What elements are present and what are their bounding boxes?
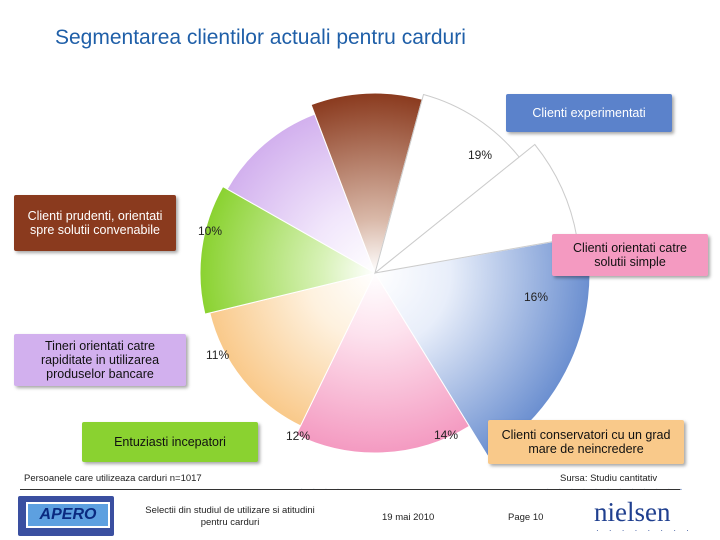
pct-experimentati: 19% bbox=[468, 148, 493, 162]
slice-tineri bbox=[226, 113, 376, 275]
label-experimentati: Clienti experimentati bbox=[506, 94, 672, 132]
slice-prudenti bbox=[310, 92, 423, 275]
pct-prudenti: 10% bbox=[198, 224, 223, 238]
pct-solutii-simple: 16% bbox=[524, 290, 549, 304]
label-tineri: Tineri orientati catre rapiditate in uti… bbox=[14, 334, 186, 386]
label-conservatori: Clienti conservatori cu un grad mare de … bbox=[488, 420, 684, 464]
nielsen-logo-dots: · · · · · · · · bbox=[596, 526, 693, 535]
slice-blank-1 bbox=[374, 93, 520, 275]
base-note: Persoanele care utilizeaza carduri n=101… bbox=[24, 473, 202, 484]
pie-chart bbox=[199, 92, 591, 457]
source-note: Sursa: Studiu cantitativ bbox=[560, 473, 658, 484]
pct-tineri: 11% bbox=[206, 348, 230, 362]
label-entuziasti: Entuziasti incepatori bbox=[82, 422, 258, 462]
slice-entuziasti bbox=[199, 185, 377, 315]
label-prudenti-text: Clienti prudenti, orientati spre solutii… bbox=[27, 209, 163, 237]
report-date: 19 mai 2010 bbox=[382, 512, 435, 523]
page-title: Segmentarea clientilor actuali pentru ca… bbox=[55, 26, 466, 49]
pct-entuziasti: 12% bbox=[286, 429, 311, 443]
label-tineri-text: Tineri orientati catre rapiditate in uti… bbox=[40, 339, 160, 381]
slice-conservatori bbox=[209, 272, 376, 427]
study-name: Selectii din studiul de utilizare si ati… bbox=[145, 505, 315, 528]
page-number: Page 10 bbox=[508, 512, 544, 523]
label-conservatori-text: Clienti conservatori cu un grad mare de … bbox=[501, 428, 671, 456]
label-entuziasti-text: Entuziasti incepatori bbox=[114, 435, 226, 449]
apero-logo: APERO bbox=[18, 496, 114, 536]
nielsen-logo: nielsen bbox=[594, 497, 671, 527]
label-solutii-simple-text: Clienti orientati catre solutii simple bbox=[573, 241, 687, 269]
label-experimentati-text: Clienti experimentati bbox=[532, 106, 646, 120]
apero-logo-text: APERO bbox=[26, 502, 110, 528]
pct-conservatori: 14% bbox=[434, 428, 459, 442]
footer-divider bbox=[20, 489, 680, 490]
label-prudenti: Clienti prudenti, orientati spre solutii… bbox=[14, 195, 176, 251]
slice-solutii-simple bbox=[295, 271, 470, 454]
label-solutii-simple: Clienti orientati catre solutii simple bbox=[552, 234, 708, 276]
